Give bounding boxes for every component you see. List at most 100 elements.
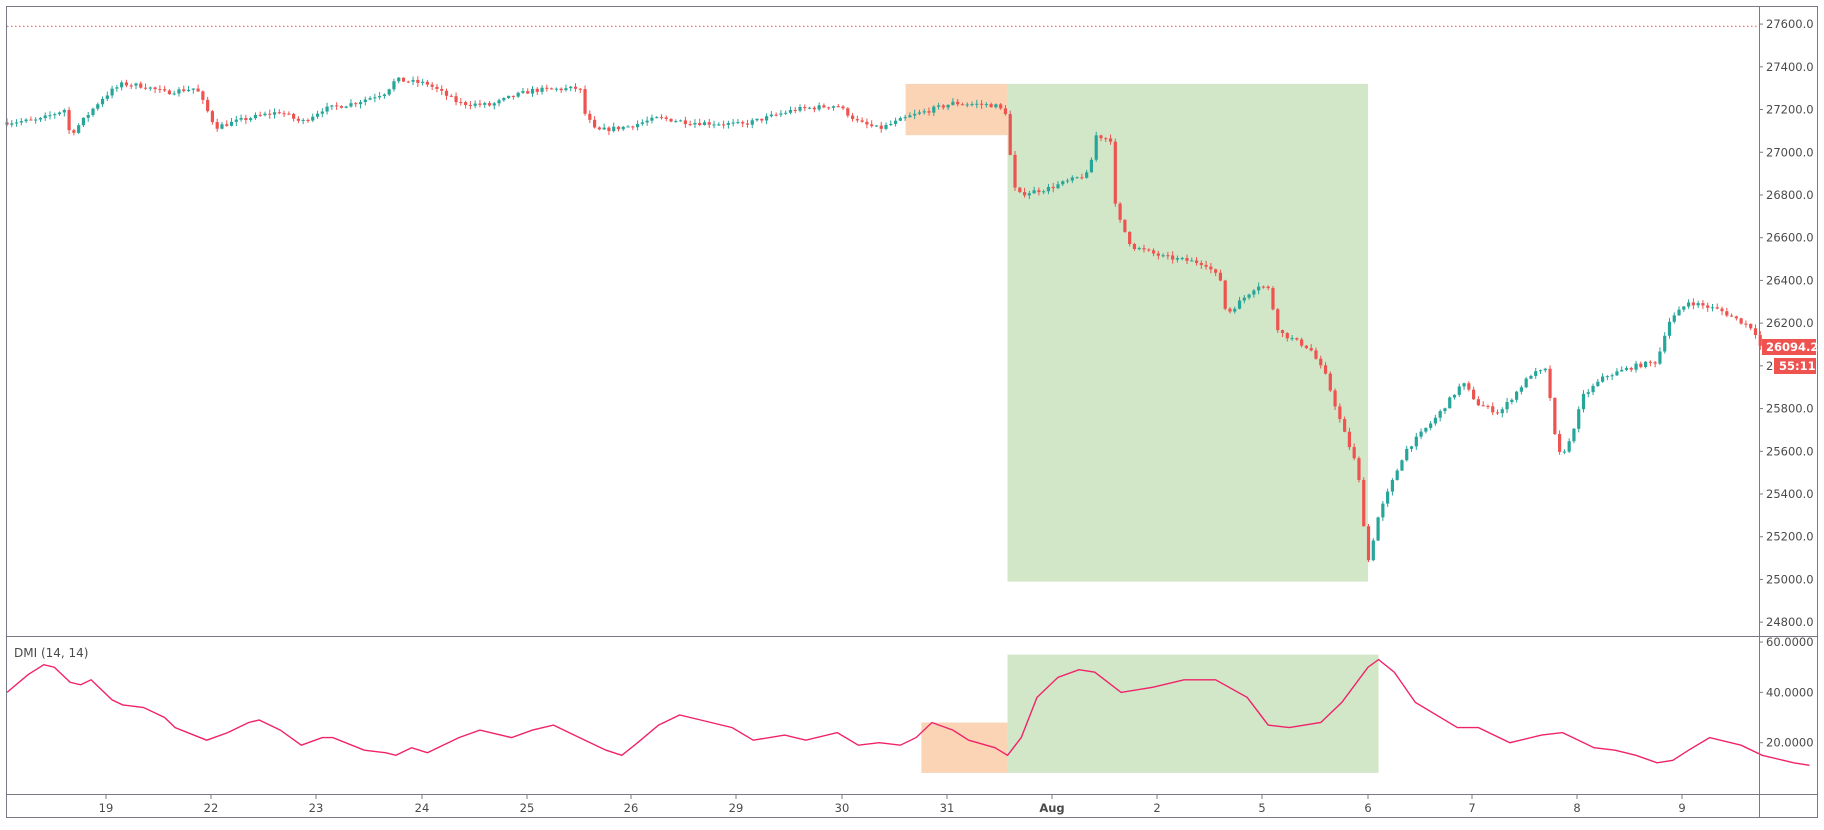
candle-body	[616, 126, 621, 130]
candle	[1338, 403, 1342, 423]
candle	[1013, 150, 1017, 192]
candle	[769, 111, 773, 118]
candle-body	[459, 102, 463, 104]
candle-body	[1266, 286, 1270, 289]
candle	[120, 80, 124, 91]
candle-body	[311, 116, 315, 121]
candle	[163, 85, 167, 93]
candle-body	[249, 118, 253, 121]
candle	[292, 112, 296, 122]
candle-body	[1510, 399, 1514, 403]
candle-body	[1429, 423, 1433, 428]
candle-body	[1118, 203, 1122, 220]
candle-body	[1710, 307, 1715, 309]
candle-body	[1261, 286, 1266, 288]
candle	[325, 102, 329, 115]
candle	[263, 111, 267, 117]
candle-body	[726, 123, 730, 125]
frame-layer	[6, 6, 1818, 818]
candle-body	[1581, 393, 1586, 410]
candle-body	[1137, 248, 1141, 250]
candle	[502, 97, 506, 102]
candle	[100, 96, 105, 108]
last-price-badge	[1762, 339, 1816, 355]
dmi-tick-label: 40.0000	[1766, 685, 1814, 699]
candle	[1032, 186, 1036, 194]
candle-body	[569, 86, 573, 89]
candle	[1386, 488, 1390, 507]
candle	[296, 116, 301, 124]
candle	[411, 76, 415, 86]
candle	[24, 118, 28, 124]
candle	[1596, 379, 1600, 388]
candle-body	[1667, 321, 1672, 336]
candle-body	[444, 90, 449, 96]
candle-body	[879, 125, 883, 129]
candles-layer	[5, 76, 1762, 563]
candle-body	[1323, 365, 1328, 374]
dmi-tick-label: 60.0000	[1766, 635, 1814, 649]
price-tick-label: 27200.0	[1766, 103, 1814, 117]
candle	[874, 124, 879, 127]
candle-body	[449, 95, 453, 97]
candle	[244, 114, 248, 124]
candle-body	[1271, 288, 1275, 310]
candle	[1672, 312, 1676, 324]
main-zone-orange[interactable]	[905, 83, 1008, 136]
candle-body	[416, 79, 420, 83]
time-tick-label: 19	[99, 801, 114, 815]
candle-body	[210, 111, 215, 123]
price-tick-label: 27400.0	[1766, 60, 1814, 74]
candle	[1400, 459, 1404, 472]
candle-body	[186, 89, 191, 92]
candle-body	[10, 123, 14, 125]
candle-body	[908, 115, 912, 118]
time-tick-label: 5	[1258, 801, 1265, 815]
main-zone-green[interactable]	[1007, 83, 1369, 582]
candle-body	[272, 112, 277, 115]
candle	[1567, 438, 1571, 454]
candle	[1319, 355, 1323, 369]
candle	[96, 102, 100, 111]
candle-body	[870, 124, 874, 127]
candle	[717, 122, 721, 127]
candle-body	[1276, 309, 1280, 331]
candle-body	[1347, 431, 1352, 448]
candle-body	[1180, 257, 1184, 259]
candle	[1739, 317, 1743, 325]
candle-body	[535, 88, 539, 92]
candle-body	[1615, 371, 1619, 376]
candle	[1443, 407, 1447, 415]
candle	[932, 105, 936, 116]
candle-body	[1390, 480, 1395, 492]
candle-body	[1639, 363, 1643, 368]
candle	[1171, 251, 1175, 264]
candle	[922, 108, 926, 115]
candle-body	[229, 121, 234, 126]
candle	[1027, 190, 1031, 200]
candle-body	[1495, 412, 1500, 414]
candle	[712, 120, 716, 129]
candle-body	[965, 104, 969, 106]
candle	[1042, 189, 1046, 195]
candle	[807, 106, 812, 110]
candle	[1099, 134, 1103, 142]
candle	[941, 104, 945, 110]
candle-body	[440, 88, 444, 91]
dmi-zone-green[interactable]	[1007, 654, 1379, 773]
candle	[956, 99, 960, 107]
candle-body	[1591, 385, 1595, 393]
candle	[1323, 362, 1328, 375]
candle	[1089, 157, 1094, 173]
candle	[903, 114, 907, 121]
candle-body	[626, 126, 630, 128]
candle-body	[1395, 470, 1399, 481]
candle	[659, 114, 664, 120]
candle-body	[1663, 335, 1667, 352]
candle	[139, 81, 143, 89]
candle-body	[1065, 180, 1070, 182]
candle	[831, 105, 836, 111]
candle	[129, 83, 133, 90]
candle	[1061, 180, 1065, 187]
